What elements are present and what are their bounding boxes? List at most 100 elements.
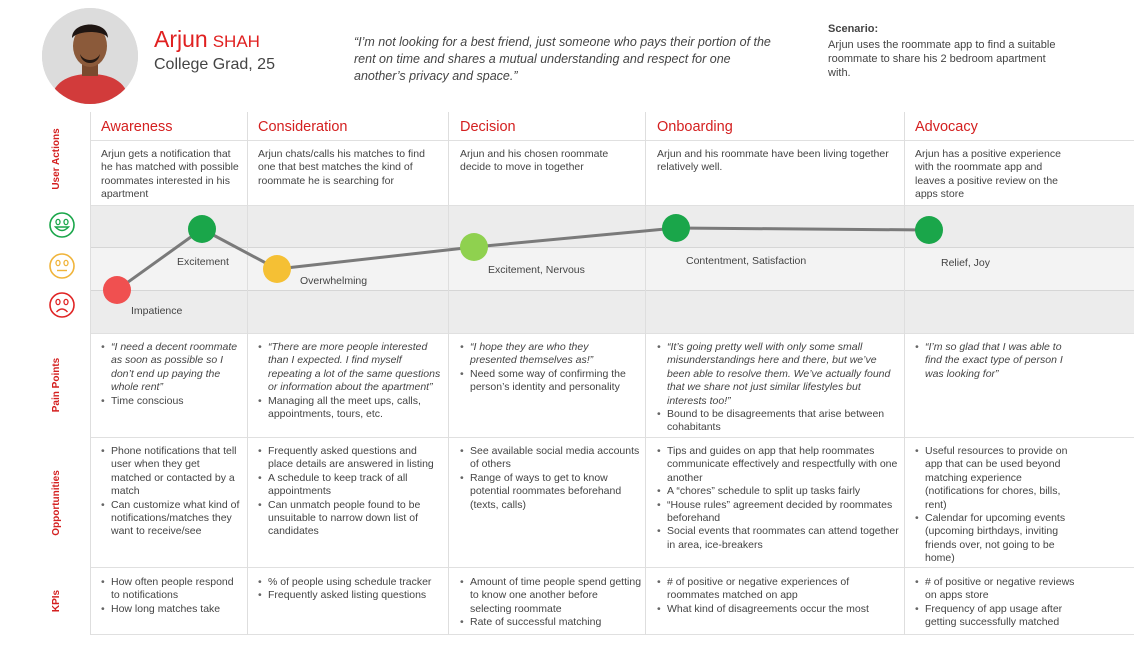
opportunities-list: Useful resources to provide on app that … bbox=[915, 445, 1080, 566]
pain-point-item: Managing all the meet ups, calls, appoin… bbox=[258, 395, 442, 422]
smiley-happy-icon bbox=[49, 212, 75, 238]
emotion-point-overwhelming bbox=[263, 255, 291, 283]
user-action-consideration: Arjun chats/calls his matches to find on… bbox=[258, 148, 425, 187]
opportunity-item: Frequently asked questions and place det… bbox=[258, 445, 442, 472]
pain-points-awareness: “I need a decent roommate as soon as pos… bbox=[101, 341, 243, 408]
column-divider bbox=[645, 112, 646, 635]
emotion-point-relief bbox=[915, 216, 943, 244]
kpis-list: Amount of time people spend getting to k… bbox=[460, 576, 642, 630]
opportunities-advocacy: Useful resources to provide on app that … bbox=[915, 445, 1080, 566]
scenario-text: Arjun uses the roommate app to find a su… bbox=[828, 39, 1056, 79]
grid-line bbox=[90, 290, 1134, 291]
user-action-advocacy: Arjun has a positive experience with the… bbox=[915, 148, 1061, 201]
kpis-list: # of positive or negative experiences of… bbox=[657, 576, 899, 617]
kpis-list: % of people using schedule tracker Frequ… bbox=[258, 576, 442, 603]
emotion-point-excitement bbox=[188, 215, 216, 243]
emotion-label: Contentment, Satisfaction bbox=[686, 255, 807, 267]
opportunity-item: Phone notifications that tell user when … bbox=[101, 445, 241, 499]
grid-line bbox=[90, 205, 1134, 206]
emotion-label: Overwhelming bbox=[300, 275, 368, 287]
opportunities-awareness: Phone notifications that tell user when … bbox=[101, 445, 241, 539]
kpi-item: Frequency of app usage after getting suc… bbox=[915, 603, 1080, 630]
emotion-band-bottom bbox=[90, 291, 1134, 333]
pain-points-list: “I’m so glad that I was able to find the… bbox=[915, 341, 1080, 381]
pain-point-item: Need some way of confirming the person’s… bbox=[460, 368, 630, 395]
opportunity-item: “House rules” agreement decided by roomm… bbox=[657, 499, 899, 526]
opportunity-item: See available social media accounts of o… bbox=[460, 445, 642, 472]
column-divider bbox=[448, 112, 449, 635]
opportunities-list: Frequently asked questions and place det… bbox=[258, 445, 442, 539]
stage-header-awareness: Awareness bbox=[101, 119, 173, 135]
opportunities-decision: See available social media accounts of o… bbox=[460, 445, 642, 512]
person-photo-icon bbox=[42, 8, 138, 104]
persona-subtitle: College Grad, 25 bbox=[154, 56, 275, 73]
opportunities-list: Phone notifications that tell user when … bbox=[101, 445, 241, 539]
stage-header-advocacy: Advocacy bbox=[915, 119, 978, 135]
smiley-sad-icon bbox=[49, 292, 75, 318]
kpis-awareness: How often people respond to notification… bbox=[101, 576, 243, 617]
pain-point-item: “It’s going pretty well with only some s… bbox=[657, 341, 897, 408]
grid-line bbox=[90, 634, 1134, 635]
opportunity-item: Can unmatch people found to be unsuitabl… bbox=[258, 499, 442, 539]
pain-points-onboarding: “It’s going pretty well with only some s… bbox=[657, 341, 897, 435]
kpis-decision: Amount of time people spend getting to k… bbox=[460, 576, 642, 630]
opportunities-list: Tips and guides on app that help roommat… bbox=[657, 445, 899, 552]
persona-first-name: Arjun bbox=[154, 26, 208, 52]
emotion-point-excitement-nervous bbox=[460, 233, 488, 261]
user-action-onboarding: Arjun and his roommate have been living … bbox=[657, 148, 889, 174]
pain-points-advocacy: “I’m so glad that I was able to find the… bbox=[915, 341, 1080, 381]
emotion-label: Excitement, Nervous bbox=[488, 264, 585, 276]
pain-points-list: “There are more people interested than I… bbox=[258, 341, 442, 421]
grid-line bbox=[90, 140, 1134, 141]
column-divider bbox=[904, 112, 905, 635]
persona-quote: “I’m not looking for a best friend, just… bbox=[354, 35, 771, 83]
opportunity-item: Range of ways to get to know potential r… bbox=[460, 472, 642, 512]
smiley-neutral-icon bbox=[49, 253, 75, 279]
emotion-point-impatience bbox=[103, 276, 131, 304]
opportunities-consideration: Frequently asked questions and place det… bbox=[258, 445, 442, 539]
user-action-decision: Arjun and his chosen roommate decide to … bbox=[460, 148, 609, 174]
stage-header-consideration: Consideration bbox=[258, 119, 348, 135]
kpi-item: Rate of successful matching bbox=[460, 616, 642, 630]
pain-points-list: “It’s going pretty well with only some s… bbox=[657, 341, 897, 435]
emotion-point-contentment bbox=[662, 214, 690, 242]
emotion-label: Relief, Joy bbox=[941, 257, 991, 269]
pain-point-item: “There are more people interested than I… bbox=[258, 341, 442, 395]
kpis-advocacy: # of positive or negative reviews on app… bbox=[915, 576, 1080, 630]
opportunity-item: Social events that roommates can attend … bbox=[657, 525, 899, 552]
kpis-list: How often people respond to notification… bbox=[101, 576, 243, 617]
kpi-item: Frequently asked listing questions bbox=[258, 589, 442, 603]
grid-line bbox=[90, 333, 1134, 334]
grid-line bbox=[90, 247, 1134, 248]
opportunities-onboarding: Tips and guides on app that help roommat… bbox=[657, 445, 899, 552]
opportunity-item: Useful resources to provide on app that … bbox=[915, 445, 1080, 512]
emotion-curve-line bbox=[116, 226, 930, 292]
pain-point-item: Bound to be disagreements that arise bet… bbox=[657, 408, 897, 435]
column-divider bbox=[247, 112, 248, 635]
kpis-consideration: % of people using schedule tracker Frequ… bbox=[258, 576, 442, 603]
pain-points-consideration: “There are more people interested than I… bbox=[258, 341, 442, 421]
kpi-item: # of positive or negative experiences of… bbox=[657, 576, 899, 603]
kpi-item: What kind of disagreements occur the mos… bbox=[657, 603, 899, 617]
user-action-awareness: Arjun gets a notification that he has ma… bbox=[101, 148, 239, 201]
column-divider bbox=[90, 112, 91, 635]
pain-point-item: “I’m so glad that I was able to find the… bbox=[915, 341, 1080, 381]
pain-point-item: “I hope they are who they presented them… bbox=[460, 341, 630, 368]
kpi-item: % of people using schedule tracker bbox=[258, 576, 442, 590]
scenario-title: Scenario: bbox=[828, 23, 879, 35]
kpi-item: Amount of time people spend getting to k… bbox=[460, 576, 642, 616]
emotion-label: Excitement bbox=[177, 256, 229, 268]
persona-last-name: SHAH bbox=[212, 32, 260, 51]
kpis-list: # of positive or negative reviews on app… bbox=[915, 576, 1080, 630]
kpi-item: # of positive or negative reviews on app… bbox=[915, 576, 1080, 603]
opportunity-item: A schedule to keep track of all appointm… bbox=[258, 472, 442, 499]
kpi-item: How long matches take bbox=[101, 603, 243, 617]
opportunity-item: Tips and guides on app that help roommat… bbox=[657, 445, 899, 485]
emotion-label: Impatience bbox=[131, 305, 183, 317]
grid-line bbox=[90, 567, 1134, 568]
grid-line bbox=[90, 437, 1134, 438]
opportunity-item: A “chores” schedule to split up tasks fa… bbox=[657, 485, 899, 499]
persona-avatar bbox=[42, 8, 138, 104]
stage-header-onboarding: Onboarding bbox=[657, 119, 733, 135]
